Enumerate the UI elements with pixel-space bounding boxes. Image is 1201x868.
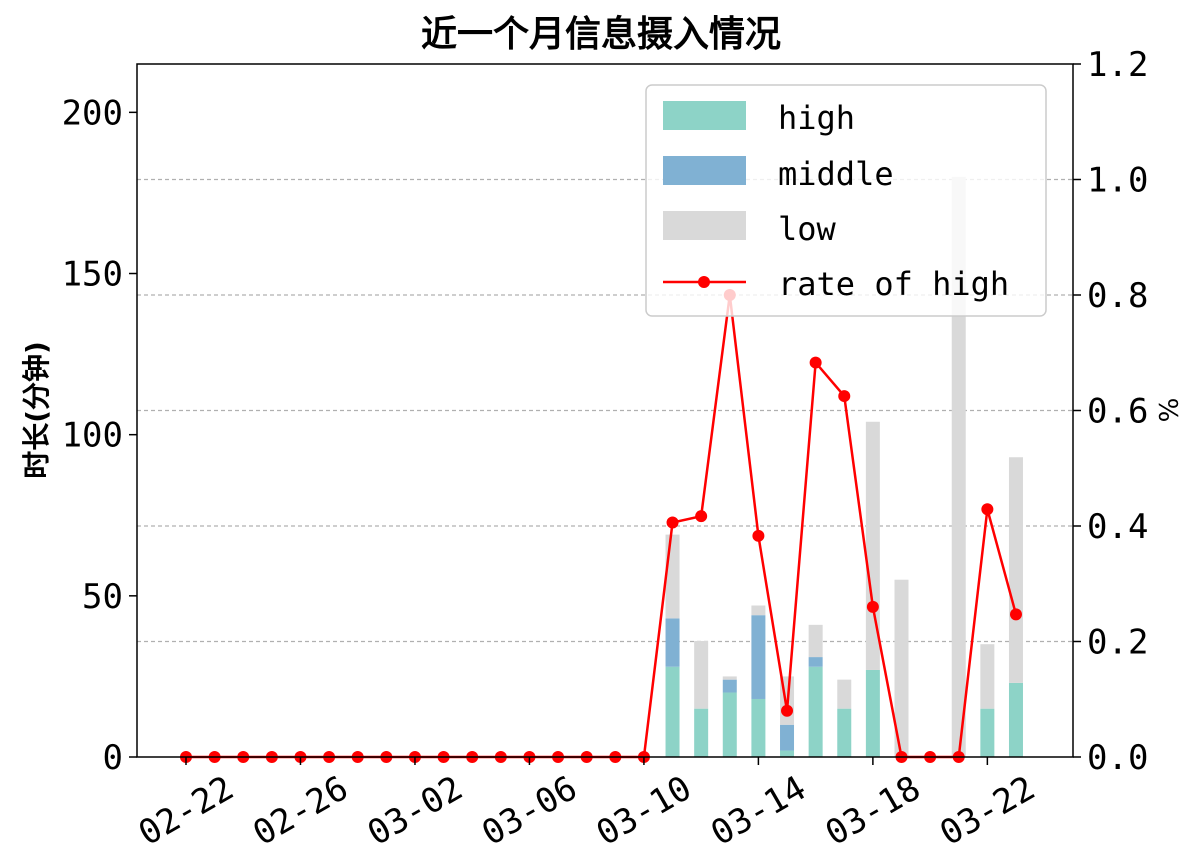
rate-point bbox=[781, 704, 794, 717]
rate-point bbox=[838, 390, 851, 403]
y-tick-label-right: 0.4 bbox=[1087, 507, 1148, 547]
bar-low bbox=[837, 679, 852, 709]
x-tick-label: 03-06 bbox=[475, 768, 584, 854]
y-axis-right: 0.0 0.2 0.4 0.6 0.8 1.0 1.2 bbox=[1073, 45, 1148, 778]
legend: high middle low rate of high bbox=[645, 84, 1047, 317]
bar-low bbox=[665, 534, 680, 619]
y-tick-label-right: 0.6 bbox=[1087, 392, 1148, 432]
bar-middle bbox=[722, 679, 737, 693]
bar-high bbox=[808, 666, 823, 757]
legend-label-rate: rate of high bbox=[778, 265, 1009, 303]
legend-swatch-middle bbox=[663, 156, 746, 185]
rate-point bbox=[666, 516, 679, 529]
legend-frame bbox=[645, 84, 1047, 317]
y-axis-left: 0 50 100 150 200 bbox=[62, 93, 137, 778]
bar-low bbox=[1008, 457, 1023, 683]
bar-high bbox=[694, 708, 709, 757]
bar-middle bbox=[751, 615, 766, 699]
bar-high bbox=[837, 708, 852, 757]
x-tick-label: 03-02 bbox=[361, 768, 470, 854]
bar-low bbox=[722, 676, 737, 680]
x-tick-label: 02-22 bbox=[132, 768, 241, 854]
legend-label-middle: middle bbox=[778, 155, 894, 193]
x-axis: 02-22 02-26 03-02 03-06 03-10 03-14 03-18 03-22 bbox=[132, 757, 1042, 854]
bar-high bbox=[980, 708, 995, 757]
y-tick-label-left: 0 bbox=[103, 738, 123, 778]
x-tick-label: 03-10 bbox=[590, 768, 699, 854]
y-tick-label-right: 1.0 bbox=[1087, 161, 1148, 201]
legend-label-high: high bbox=[778, 99, 855, 137]
bar-high bbox=[722, 692, 737, 757]
bar-middle bbox=[665, 618, 680, 667]
chart-title: 近一个月信息摄入情况 bbox=[421, 14, 781, 55]
x-tick-label: 03-14 bbox=[704, 768, 813, 854]
rate-point bbox=[866, 600, 879, 613]
bar-high bbox=[780, 750, 795, 757]
bar-low bbox=[808, 624, 823, 658]
y-tick-label-left: 200 bbox=[62, 93, 123, 133]
y-axis-label-left: 时长(分钟) bbox=[20, 341, 53, 479]
rate-point bbox=[981, 503, 994, 516]
rate-point bbox=[1009, 608, 1022, 621]
bar-high bbox=[1008, 682, 1023, 757]
bar-middle bbox=[808, 657, 823, 667]
y-tick-label-left: 50 bbox=[82, 577, 123, 617]
y-tick-label-right: 0.2 bbox=[1087, 623, 1148, 663]
bar-high bbox=[751, 698, 766, 757]
legend-swatch-rate-marker bbox=[698, 276, 710, 288]
bar-low bbox=[951, 176, 966, 757]
x-tick-label: 02-26 bbox=[246, 768, 355, 854]
x-tick-label: 03-22 bbox=[933, 768, 1042, 854]
bars bbox=[665, 176, 1023, 757]
rate-point bbox=[809, 356, 822, 369]
y-tick-label-left: 150 bbox=[62, 255, 123, 295]
bar-high bbox=[865, 669, 880, 757]
bar-high bbox=[665, 666, 680, 757]
bar-low bbox=[894, 579, 909, 757]
rate-point bbox=[695, 510, 708, 523]
y-tick-label-right: 0.0 bbox=[1087, 738, 1148, 778]
bar-middle bbox=[780, 724, 795, 751]
x-tick-label: 03-18 bbox=[819, 768, 928, 854]
y-axis-label-right: % bbox=[1155, 398, 1185, 423]
y-tick-label-right: 0.8 bbox=[1087, 276, 1148, 316]
legend-label-low: low bbox=[778, 210, 837, 248]
rate-point bbox=[752, 529, 765, 542]
bar-low bbox=[980, 644, 995, 709]
y-tick-label-left: 100 bbox=[62, 416, 123, 456]
legend-swatch-low bbox=[663, 211, 746, 240]
bar-low bbox=[751, 605, 766, 616]
legend-swatch-high bbox=[663, 101, 746, 130]
y-tick-label-right: 1.2 bbox=[1087, 45, 1148, 85]
bar-low bbox=[694, 640, 709, 709]
